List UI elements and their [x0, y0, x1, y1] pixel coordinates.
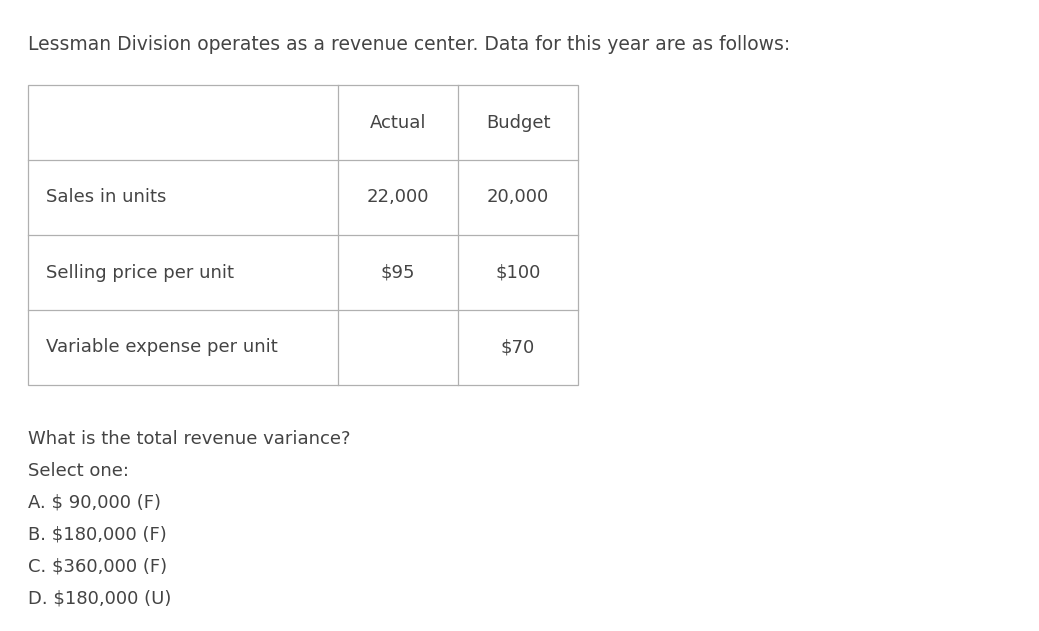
Text: C. $360,000 (F): C. $360,000 (F)	[28, 558, 167, 576]
Text: $100: $100	[496, 264, 540, 281]
Bar	[28, 85, 578, 385]
Text: 20,000: 20,000	[487, 189, 550, 206]
Text: Variable expense per unit: Variable expense per unit	[46, 338, 277, 357]
Text: Actual: Actual	[370, 114, 426, 131]
Text: What is the total revenue variance?: What is the total revenue variance?	[28, 430, 350, 448]
Text: B. $180,000 (F): B. $180,000 (F)	[28, 526, 166, 544]
Text: Selling price per unit: Selling price per unit	[46, 264, 234, 281]
Text: Sales in units: Sales in units	[46, 189, 166, 206]
Text: D. $180,000 (U): D. $180,000 (U)	[28, 590, 171, 608]
Text: A. $ 90,000 (F): A. $ 90,000 (F)	[28, 494, 161, 512]
Text: $95: $95	[380, 264, 416, 281]
Text: Select one:: Select one:	[28, 462, 129, 480]
Text: Lessman Division operates as a revenue center. Data for this year are as follows: Lessman Division operates as a revenue c…	[28, 35, 791, 54]
Text: Budget: Budget	[486, 114, 551, 131]
Text: 22,000: 22,000	[367, 189, 429, 206]
Text: $70: $70	[501, 338, 535, 357]
